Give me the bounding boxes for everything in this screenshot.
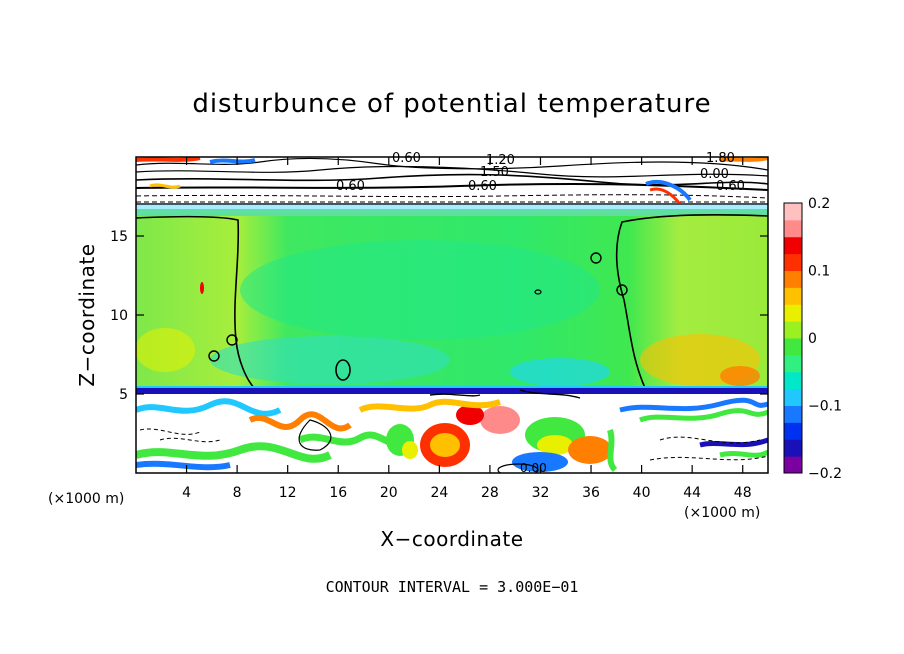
- x-tick-label: 48: [734, 485, 752, 501]
- colorbar-swatch: [784, 253, 802, 271]
- x-tick-label: 4: [182, 485, 191, 501]
- colorbar: 0.2 0.1 0 −0.1 −0.2: [783, 196, 842, 482]
- contour-label: 0.60: [392, 151, 421, 166]
- x-tick-label: 20: [380, 485, 398, 501]
- colorbar-swatch: [784, 287, 802, 305]
- colorbar-swatch: [784, 422, 802, 440]
- colorbar-swatch: [784, 439, 802, 457]
- y-axis-label: Z−coordinate: [75, 243, 99, 386]
- colorbar-tick-label: 0.1: [808, 264, 830, 280]
- x-tick-label: 28: [481, 485, 499, 501]
- colorbar-swatch: [784, 203, 802, 221]
- colorbar-tick-label: −0.1: [808, 399, 842, 415]
- y-tick-label: 5: [119, 387, 128, 403]
- chart-title: disturbunce of potential temperature: [192, 89, 711, 119]
- colorbar-swatch: [784, 388, 802, 406]
- x-tick-label: 8: [233, 485, 242, 501]
- boundary-layer-top: [136, 388, 768, 394]
- x-tick-label: 36: [582, 485, 600, 501]
- colorbar-swatch: [784, 304, 802, 322]
- x-tick-label: 40: [633, 485, 651, 501]
- x-tick-label: 44: [683, 485, 701, 501]
- contour-label: 1.80: [706, 151, 735, 166]
- contour-label: 0.60: [336, 179, 365, 194]
- y-tick-label: 15: [110, 229, 128, 245]
- colorbar-swatch: [784, 270, 802, 288]
- colorbar-swatch: [784, 371, 802, 390]
- stratosphere-band: [136, 157, 768, 205]
- x-tick-label: 32: [532, 485, 550, 501]
- y-axis: 5 10 15: [110, 229, 768, 403]
- plot-area: [136, 157, 768, 473]
- colorbar-tick-label: 0: [808, 331, 817, 347]
- colorbar-tick-label: 0.2: [808, 196, 830, 212]
- colorbar-swatch: [784, 236, 802, 255]
- colorbar-swatch: [784, 354, 802, 373]
- colorbar-swatch: [784, 456, 802, 474]
- contour-label: 1.50: [480, 165, 509, 180]
- x-tick-label: 12: [279, 485, 297, 501]
- x-tick-label: 16: [329, 485, 347, 501]
- x-axis-label: X−coordinate: [380, 527, 523, 551]
- x-tick-label: 24: [430, 485, 448, 501]
- colorbar-tick-label: −0.2: [808, 466, 842, 482]
- x-unit-label-right: (×1000 m): [684, 505, 760, 521]
- contour-interval-note: CONTOUR INTERVAL = 3.000E−01: [326, 578, 579, 596]
- colorbar-frame: [783, 202, 803, 474]
- colorbar-swatch: [784, 405, 802, 423]
- colorbar-swatch: [784, 219, 802, 238]
- boundary-layer: [136, 389, 768, 473]
- colorbar-swatch: [784, 321, 802, 339]
- contour-label: 0.60: [716, 179, 745, 194]
- x-axis: 4 8 12 16 20 24 28 32 36 40 44 48: [182, 157, 752, 501]
- contour-label: 0.00: [700, 167, 729, 182]
- colorbar-swatch: [784, 338, 802, 356]
- x-unit-label-left: (×1000 m): [48, 491, 124, 507]
- contour-label: 0.60: [468, 179, 497, 194]
- y-tick-label: 10: [110, 308, 128, 324]
- tropopause-strip: [136, 203, 768, 211]
